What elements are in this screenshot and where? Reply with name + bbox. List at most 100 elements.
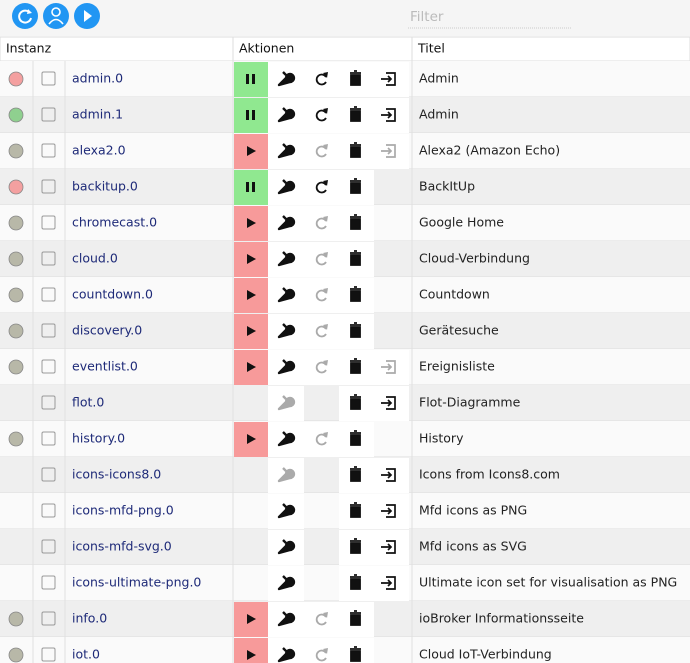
delete-button[interactable] <box>350 70 361 86</box>
open-link-button[interactable] <box>381 72 396 86</box>
wrench-button[interactable] <box>277 251 296 267</box>
delete-button[interactable] <box>350 286 361 302</box>
instance-row: backitup.0 BackItUp <box>0 169 690 206</box>
instance-name[interactable]: discovery.0 <box>72 323 142 338</box>
play-icon <box>247 614 256 624</box>
open-link-button[interactable] <box>381 360 396 374</box>
reload-button[interactable] <box>315 145 327 158</box>
reload-button[interactable] <box>315 433 327 446</box>
run-button[interactable] <box>234 638 268 663</box>
wrench-button[interactable] <box>277 539 296 555</box>
run-button[interactable] <box>234 98 268 133</box>
refresh-button[interactable] <box>12 3 38 29</box>
wrench-button[interactable] <box>277 215 296 231</box>
filter-input[interactable]: Filter <box>410 9 444 25</box>
adapter-icon <box>41 431 56 446</box>
wrench-button[interactable] <box>277 143 296 159</box>
action-cells <box>304 242 339 277</box>
delete-button[interactable] <box>350 430 361 446</box>
expert-button[interactable] <box>43 3 69 29</box>
instance-name[interactable]: history.0 <box>72 431 125 446</box>
instance-title: Countdown <box>419 287 490 302</box>
wrench-button[interactable] <box>277 467 296 483</box>
play-icon <box>247 290 256 300</box>
reload-button[interactable] <box>315 73 327 86</box>
instance-name[interactable]: backitup.0 <box>72 179 138 194</box>
delete-button[interactable] <box>350 106 361 122</box>
open-link-button[interactable] <box>381 540 396 554</box>
reload-button[interactable] <box>315 181 327 194</box>
delete-button[interactable] <box>350 574 361 590</box>
delete-button[interactable] <box>350 214 361 230</box>
open-link-button[interactable] <box>381 144 396 158</box>
instance-row: icons-mfd-png.0 Mfd icons as PNG <box>0 493 690 530</box>
reload-button[interactable] <box>315 217 327 230</box>
reload-button[interactable] <box>315 253 327 266</box>
delete-button[interactable] <box>350 358 361 374</box>
open-link-button[interactable] <box>381 108 396 122</box>
wrench-button[interactable] <box>277 431 296 447</box>
reload-button[interactable] <box>315 109 327 122</box>
action-cells <box>304 314 339 349</box>
delete-button[interactable] <box>350 538 361 554</box>
play-icon <box>247 434 256 444</box>
reload-button[interactable] <box>315 361 327 374</box>
start-all-button[interactable] <box>74 3 100 29</box>
delete-button[interactable] <box>350 142 361 158</box>
delete-button[interactable] <box>350 610 361 626</box>
instance-name[interactable]: chromecast.0 <box>72 215 157 230</box>
wrench-button[interactable] <box>277 287 296 303</box>
delete-button[interactable] <box>350 466 361 482</box>
instance-name[interactable]: eventlist.0 <box>72 359 138 374</box>
instance-name[interactable]: admin.1 <box>72 107 123 122</box>
instance-name[interactable]: cloud.0 <box>72 251 118 266</box>
reload-arrow <box>323 72 328 78</box>
instance-name[interactable]: flot.0 <box>72 395 104 410</box>
open-link-button[interactable] <box>381 468 396 482</box>
delete-button[interactable] <box>350 394 361 410</box>
delete-button[interactable] <box>350 178 361 194</box>
instance-name[interactable]: icons-icons8.0 <box>72 467 161 482</box>
play-icon <box>247 362 256 372</box>
adapter-icon <box>41 503 56 518</box>
run-button[interactable] <box>234 170 268 205</box>
instance-name[interactable]: icons-ultimate-png.0 <box>72 575 201 590</box>
delete-button[interactable] <box>350 646 361 662</box>
instance-name[interactable]: countdown.0 <box>72 287 153 302</box>
reload-arrow <box>323 144 328 150</box>
wrench-button[interactable] <box>277 647 296 663</box>
adapter-icon <box>41 467 56 482</box>
wrench-button[interactable] <box>277 179 296 195</box>
run-button[interactable] <box>234 62 268 97</box>
reload-button[interactable] <box>315 325 327 338</box>
wrench-button[interactable] <box>277 71 296 87</box>
open-link-button[interactable] <box>381 396 396 410</box>
table-header <box>0 36 690 62</box>
instance-name[interactable]: iot.0 <box>72 647 100 662</box>
delete-button[interactable] <box>350 502 361 518</box>
action-cells <box>304 422 339 457</box>
delete-button[interactable] <box>350 322 361 338</box>
wrench-button[interactable] <box>277 575 296 591</box>
wrench-button[interactable] <box>277 323 296 339</box>
wrench-button[interactable] <box>277 359 296 375</box>
instance-row: eventlist.0 Ereignisliste <box>0 349 690 386</box>
wrench-button[interactable] <box>277 611 296 627</box>
instance-row: icons-icons8.0 Icons from Icons8.com <box>0 457 690 494</box>
reload-button[interactable] <box>315 613 327 626</box>
open-link-button[interactable] <box>381 504 396 518</box>
delete-button[interactable] <box>350 250 361 266</box>
instance-name[interactable]: alexa2.0 <box>72 143 126 158</box>
instance-name[interactable]: admin.0 <box>72 71 123 86</box>
reload-button[interactable] <box>315 289 327 302</box>
wrench-button[interactable] <box>277 107 296 123</box>
open-link-button[interactable] <box>381 576 396 590</box>
instance-name[interactable]: icons-mfd-svg.0 <box>72 539 172 554</box>
wrench-button[interactable] <box>277 503 296 519</box>
instance-name[interactable]: icons-mfd-png.0 <box>72 503 174 518</box>
reload-button[interactable] <box>315 649 327 662</box>
instance-name[interactable]: info.0 <box>72 611 107 626</box>
wrench-button[interactable] <box>277 395 296 411</box>
